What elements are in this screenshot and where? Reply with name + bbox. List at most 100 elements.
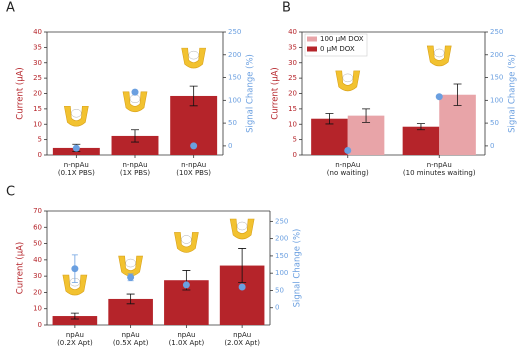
y-tick-label: 40 (33, 256, 42, 264)
signal-dot (190, 142, 198, 150)
error-bar (416, 123, 425, 131)
y2-tick-label: 250 (275, 217, 288, 225)
x-tick-label: n-npAu (0.1X PBS) (58, 161, 95, 177)
bar (111, 135, 159, 155)
y-tick-label: 30 (33, 59, 42, 67)
x-tick-label: npAu (1.0X Apt) (169, 331, 205, 347)
legend-label: 100 μM DOX (320, 35, 364, 43)
y-tick-label: 5 (293, 136, 297, 144)
y2-tick-label: 150 (490, 74, 503, 82)
y-tick-label: 70 (33, 207, 42, 215)
y2-tick-label: 0 (490, 142, 494, 150)
illustration (62, 274, 88, 296)
illustration (63, 105, 89, 127)
legend-swatch (307, 36, 317, 42)
illustration (236, 221, 248, 231)
y2-tick-label: 200 (275, 235, 288, 243)
y-tick-label: 30 (288, 59, 297, 67)
panel-label: A (6, 1, 15, 16)
illustration (181, 47, 207, 69)
y-tick-label: 15 (33, 105, 42, 113)
y-tick-label: 20 (288, 90, 297, 98)
panel-label: B (282, 1, 291, 16)
error-bar (325, 113, 334, 125)
y-tick-label: 10 (33, 120, 42, 128)
signal-dot (435, 93, 443, 101)
illustration (335, 70, 361, 92)
signal-dot (131, 88, 139, 96)
error-bar (131, 129, 139, 143)
x-tick-label: npAu (0.2X Apt) (57, 331, 93, 347)
illustration (125, 258, 136, 268)
y-tick-label: 0 (38, 151, 42, 159)
y2-axis-label: Signal Change (%) (508, 54, 518, 133)
error-bar (453, 83, 462, 106)
y-tick-label: 30 (33, 272, 42, 280)
legend-label: 0 μM DOX (320, 45, 355, 53)
y2-tick-label: 50 (490, 119, 499, 127)
y-tick-label: 5 (38, 136, 42, 144)
signal-dot (182, 281, 190, 289)
x-tick-label: n-npAu (no waiting) (327, 161, 369, 177)
illustration (129, 94, 141, 103)
x-tick-label: npAu (0.5X Apt) (113, 331, 149, 347)
bar (402, 126, 440, 155)
error-bar (238, 248, 247, 284)
bar (311, 118, 348, 155)
illustration (342, 73, 353, 83)
illustration (122, 91, 148, 113)
illustration (118, 255, 143, 277)
y2-axis-label: Signal Change (%) (293, 229, 303, 308)
y2-tick-label: 100 (228, 96, 241, 104)
illustration (71, 109, 82, 118)
illustration (174, 232, 199, 253)
illustration (181, 235, 192, 244)
y-tick-label: 20 (33, 90, 42, 98)
y-tick-label: 15 (288, 105, 297, 113)
error-bar (126, 293, 135, 305)
x-tick-label: n-npAu (10 minutes waiting) (403, 161, 476, 177)
y-tick-label: 25 (33, 74, 42, 82)
error-bar (70, 312, 79, 320)
error-bar (362, 108, 371, 123)
panel-label: C (6, 185, 15, 200)
y-tick-label: 50 (33, 240, 42, 248)
y-tick-label: 40 (288, 28, 297, 36)
illustration (188, 50, 199, 60)
x-tick-label: npAu (2.0X Apt) (224, 331, 260, 347)
y-tick-label: 10 (33, 305, 42, 313)
y-tick-label: 20 (33, 288, 42, 296)
y2-axis-label: Signal Change (%) (246, 54, 256, 133)
y-tick-label: 60 (33, 223, 42, 231)
error-bar (189, 85, 198, 107)
y-tick-label: 0 (293, 151, 297, 159)
signal-dot (127, 273, 135, 281)
y2-tick-label: 0 (275, 304, 279, 312)
y-axis-label: Current (μA) (271, 67, 281, 119)
y2-tick-label: 150 (275, 252, 288, 260)
x-tick-label: n-npAu (1X PBS) (120, 161, 151, 177)
legend-box (304, 33, 368, 57)
y2-tick-label: 250 (228, 28, 241, 36)
signal-dot (344, 146, 352, 154)
y-tick-label: 40 (33, 28, 42, 36)
y2-tick-label: 100 (275, 269, 288, 277)
y-tick-label: 25 (288, 74, 297, 82)
y2-tick-label: 150 (228, 74, 241, 82)
y-tick-label: 0 (38, 321, 42, 329)
illustration (434, 48, 445, 58)
y2-tick-label: 200 (228, 51, 241, 59)
y2-tick-label: 50 (275, 286, 284, 294)
y2-tick-label: 200 (490, 51, 503, 59)
y-tick-label: 10 (288, 120, 297, 128)
y2-tick-label: 250 (490, 28, 503, 36)
illustration (426, 45, 452, 67)
x-tick-label: n-npAu (10X PBS) (176, 161, 211, 177)
legend-swatch (307, 46, 317, 52)
y2-tick-label: 50 (228, 119, 237, 127)
signal-dot (238, 283, 246, 291)
bar (52, 316, 98, 325)
y2-tick-label: 100 (490, 96, 503, 104)
y2-tick-label: 0 (228, 142, 232, 150)
